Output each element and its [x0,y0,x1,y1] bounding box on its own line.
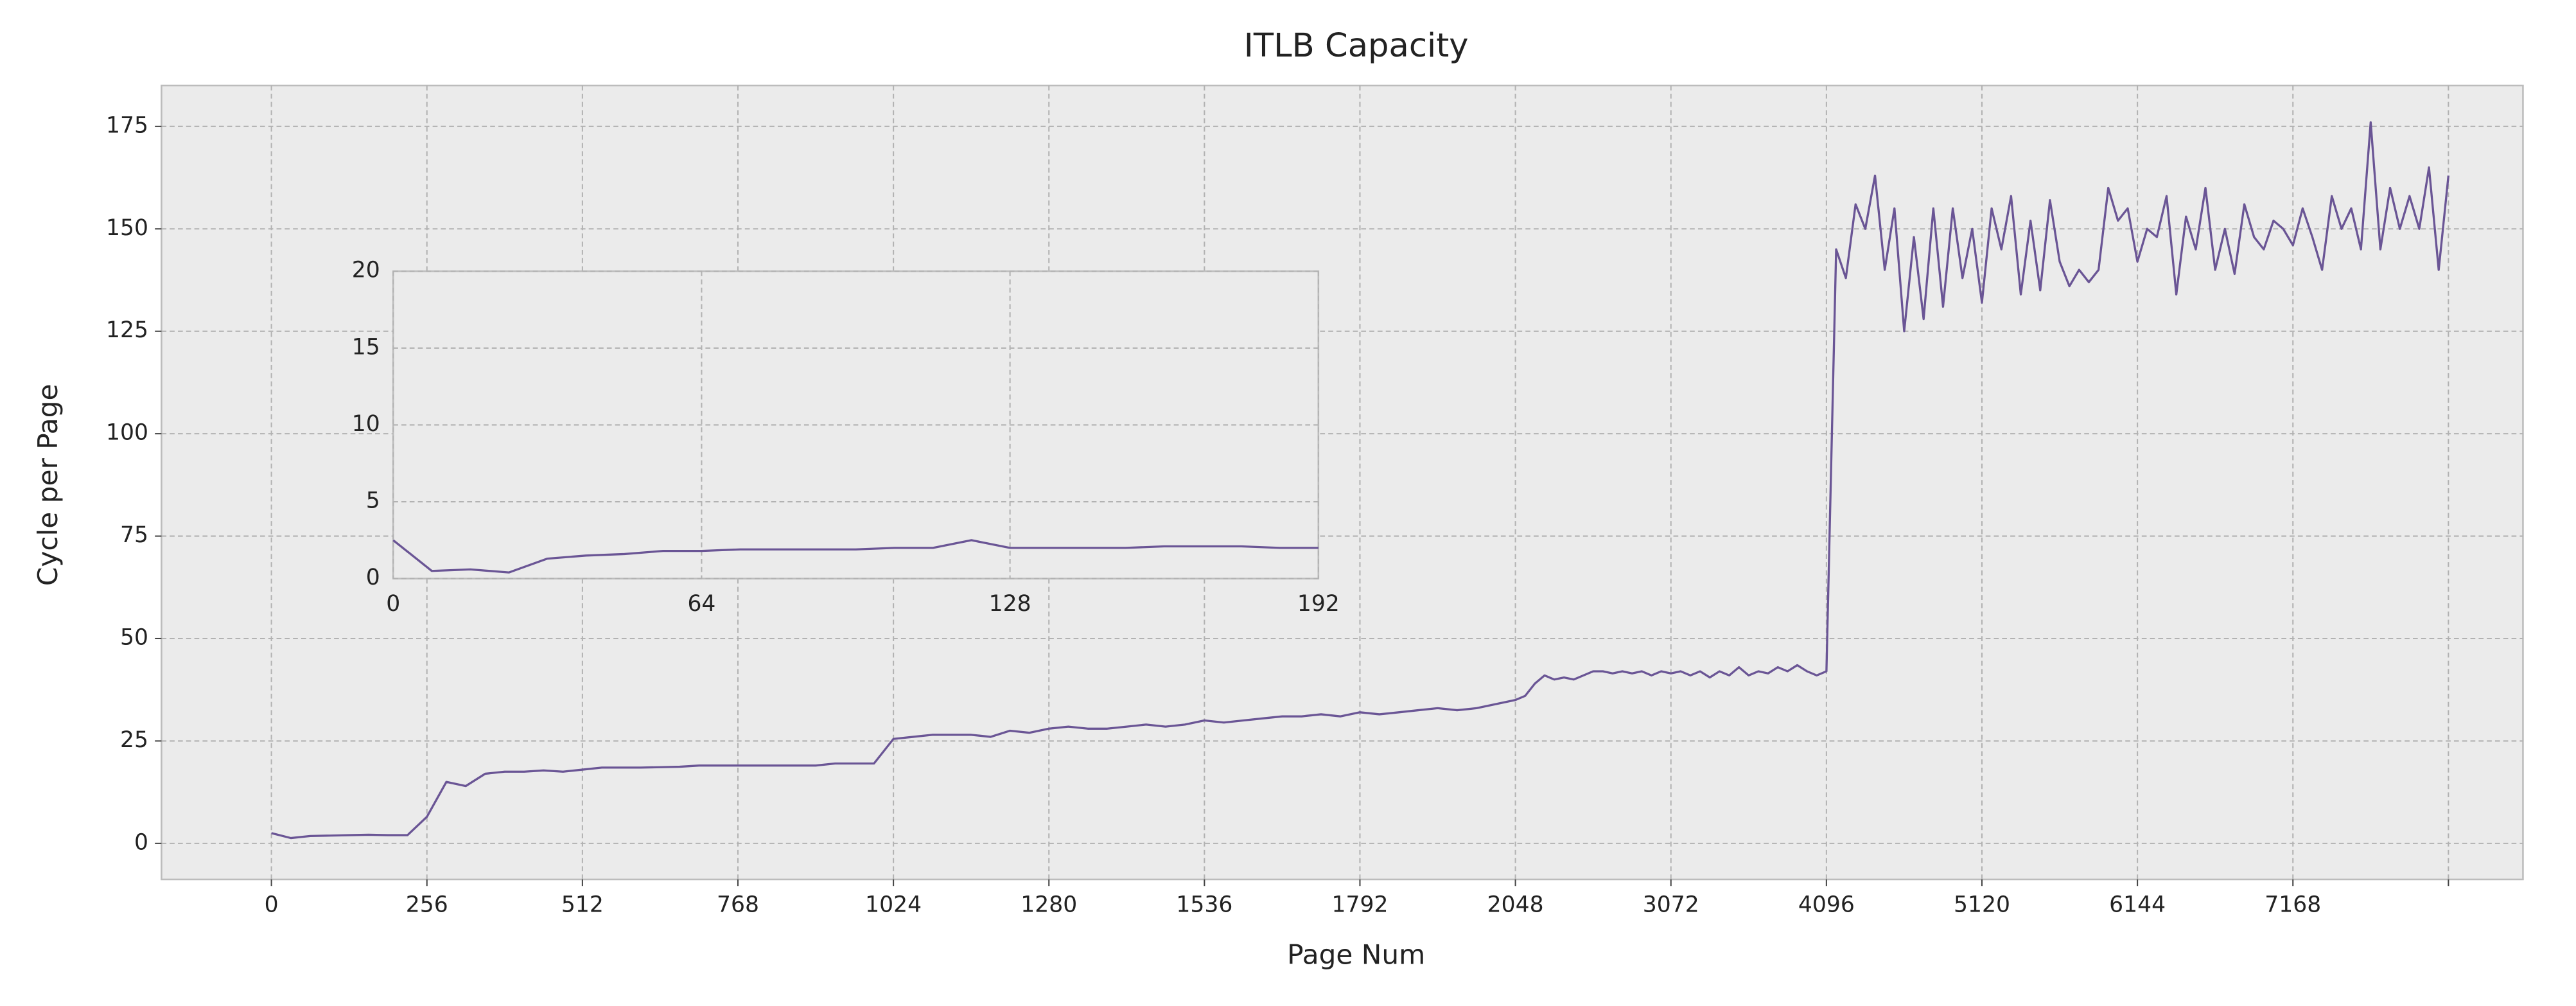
chart-title: ITLB Capacity [1244,27,1469,65]
data-line [271,121,2450,840]
x-tick-label: 6144 [2109,892,2166,917]
x-tick-label: 3072 [1643,892,1699,917]
x-tick-label: 1792 [1332,892,1389,917]
y-tick-label: 15 [352,334,380,360]
x-tick-label: 256 [406,892,448,917]
y-tick-label: 25 [120,727,148,753]
x-tick-label: 0 [265,892,279,917]
x-tick-label: 0 [386,591,400,617]
x-tick-label: 192 [1297,591,1340,617]
x-tick-label: 512 [561,892,604,917]
y-tick-label: 150 [106,215,148,241]
y-tick-label: 75 [120,522,148,548]
y-tick-label: 20 [352,258,380,283]
x-tick-label: 768 [717,892,759,917]
y-tick-label: 0 [366,565,380,590]
x-tick-label: 4096 [1798,892,1855,917]
x-tick-label: 1536 [1176,892,1232,917]
y-tick-label: 175 [106,112,148,138]
x-axis-label: Page Num [1287,939,1425,971]
y-tick-label: 10 [352,411,380,437]
y-tick-label: 5 [366,488,380,514]
y-tick-label: 50 [120,624,148,650]
x-tick-label: 128 [989,591,1031,617]
y-tick-label: 125 [106,317,148,343]
y-axis-label: Cycle per Page [32,384,64,587]
y-tick-label: 100 [106,420,148,446]
x-tick-label: 5120 [1954,892,2010,917]
x-tick-label: 1280 [1021,892,1077,917]
x-tick-label: 64 [687,591,715,617]
x-tick-label: 2048 [1487,892,1544,917]
data-line [392,539,1319,574]
y-tick-label: 0 [134,829,148,855]
x-tick-label: 7168 [2265,892,2321,917]
x-tick-label: 1024 [865,892,922,917]
